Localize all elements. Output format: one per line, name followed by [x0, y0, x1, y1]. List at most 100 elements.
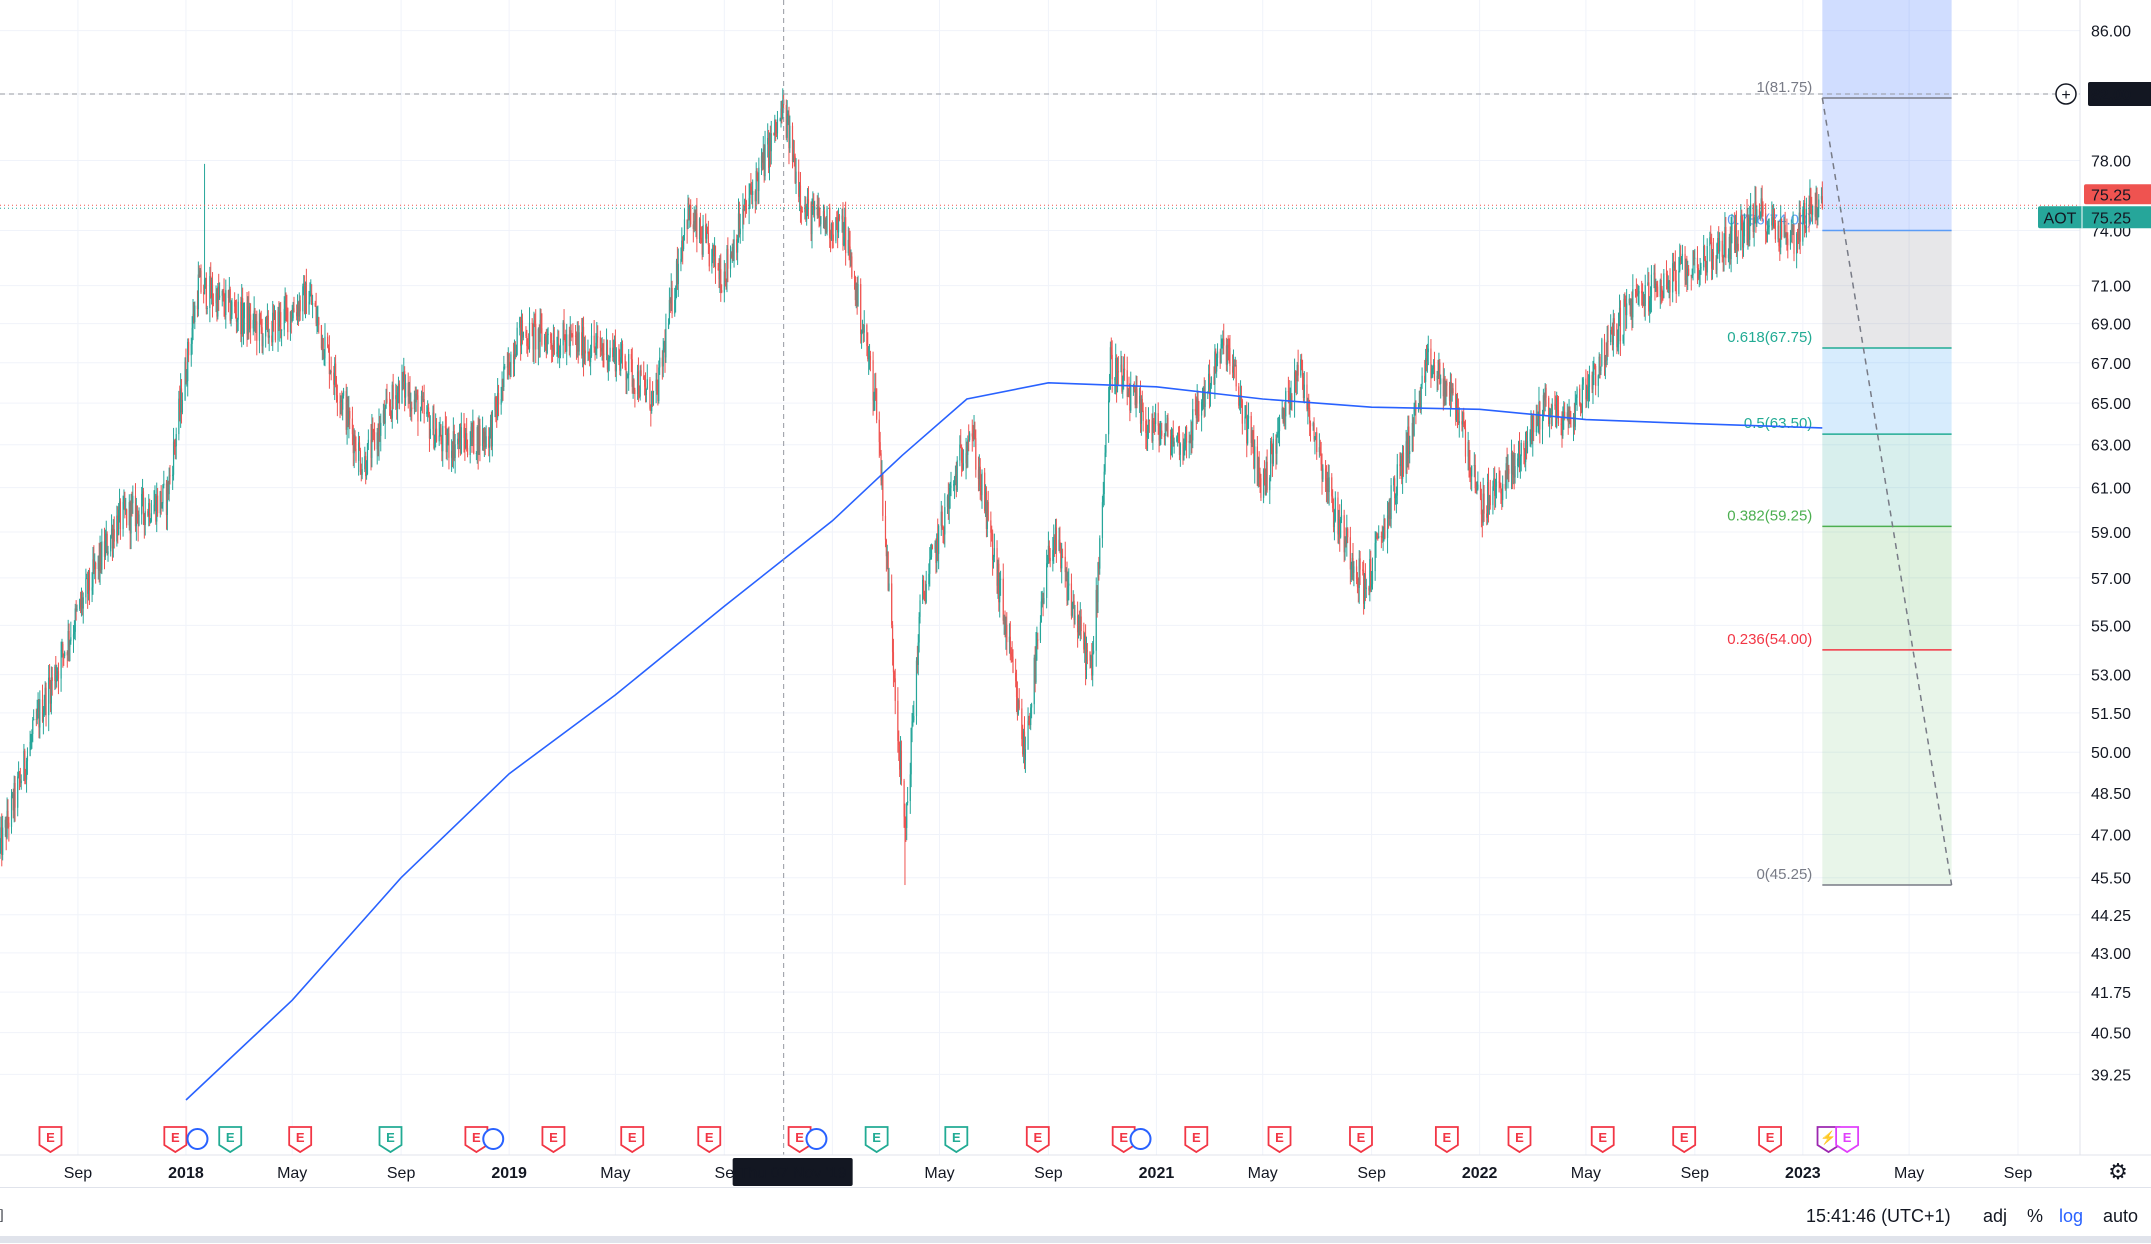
earnings-marker[interactable]: E	[218, 1126, 243, 1154]
percent-toggle[interactable]: %	[2027, 1206, 2044, 1226]
log-toggle[interactable]: log	[2059, 1206, 2084, 1226]
candle-body	[249, 314, 251, 330]
earnings-marker[interactable]: E	[541, 1126, 566, 1154]
candle-body	[335, 382, 338, 396]
earnings-marker[interactable]: E	[1025, 1126, 1050, 1154]
candle-body	[204, 278, 207, 280]
candle-body	[798, 171, 800, 197]
candle-body	[1495, 481, 1498, 487]
candle-body	[824, 220, 826, 228]
candle-body	[1536, 415, 1538, 426]
candle-body	[322, 338, 324, 359]
price-axis[interactable]: 86.0082.0078.0074.0071.0069.0067.0065.00…	[2079, 0, 2151, 1155]
earnings-marker[interactable]: E	[163, 1126, 188, 1154]
candle-body	[1638, 290, 1640, 294]
candle-body	[347, 399, 349, 425]
candle-body	[192, 313, 194, 328]
candle-body	[414, 399, 416, 403]
earnings-marker[interactable]: E	[288, 1126, 313, 1154]
candle-body	[559, 345, 562, 356]
adj-toggle[interactable]: adj	[1983, 1206, 2008, 1226]
candle-body	[448, 433, 450, 458]
candle-body	[868, 358, 870, 360]
earnings-marker[interactable]: E	[697, 1126, 722, 1154]
candle-body	[767, 137, 770, 168]
candle-body	[1729, 236, 1731, 260]
earnings-marker[interactable]: E	[1672, 1126, 1697, 1154]
add-alert-icon[interactable]	[2055, 83, 2077, 105]
candle-body	[1307, 399, 1309, 410]
candle-body	[910, 727, 912, 775]
candle-body	[496, 407, 498, 418]
earnings-marker[interactable]: E	[1507, 1126, 1532, 1154]
earnings-marker[interactable]: E	[944, 1126, 969, 1154]
candle-body	[538, 328, 540, 342]
candle-body	[13, 782, 15, 811]
candle-body	[998, 563, 1000, 603]
candle-body	[893, 672, 895, 679]
earnings-marker[interactable]: E	[378, 1126, 403, 1154]
gear-icon[interactable]: ⚙	[2108, 1159, 2128, 1184]
earnings-marker[interactable]: E	[464, 1126, 489, 1154]
earnings-marker[interactable]: E	[1184, 1126, 1209, 1154]
earnings-marker[interactable]: E	[38, 1126, 63, 1154]
dividend-marker[interactable]	[186, 1128, 209, 1150]
candle-body	[884, 515, 887, 540]
candle-body	[107, 551, 109, 555]
split-marker[interactable]: ⚡	[1816, 1126, 1841, 1154]
candle-body	[1346, 528, 1348, 544]
earnings-marker[interactable]: E	[1111, 1126, 1136, 1154]
earnings-marker[interactable]: E	[1267, 1126, 1292, 1154]
candle-body	[516, 327, 518, 355]
candle-body	[1761, 198, 1763, 206]
candle-body	[1172, 435, 1174, 447]
range-icon[interactable]: ⌷	[0, 1206, 5, 1227]
candle-body	[408, 390, 410, 397]
earnings-marker[interactable]: E	[1434, 1126, 1459, 1154]
event-markers[interactable]: E E E E E E E E E E E E E E E E E E E E E E ⚡ E	[38, 1126, 1860, 1154]
candle-body	[967, 439, 969, 455]
fibonacci-retracement[interactable]: 1(81.75)0.786(74.00)0.618(67.75)0.5(63.5…	[1727, 0, 1953, 886]
candle-body	[1425, 358, 1427, 383]
candle-body	[1704, 259, 1707, 269]
candle-body	[450, 450, 453, 458]
earnings-marker[interactable]: E	[1835, 1126, 1860, 1154]
candle-body	[91, 587, 93, 591]
time-axis[interactable]: Sep2018MaySep2019MaySe0MaySep2021MaySep2…	[0, 1154, 2151, 1187]
dividend-marker[interactable]	[1129, 1128, 1152, 1150]
candle-body	[134, 495, 137, 527]
candle-body	[1386, 515, 1389, 538]
auto-toggle[interactable]: auto	[2103, 1206, 2139, 1226]
fib-trend-line[interactable]	[1821, 97, 1953, 886]
candle-body	[1326, 478, 1328, 492]
candle-body	[1400, 456, 1402, 467]
candle-body	[987, 501, 989, 521]
earnings-marker[interactable]: E	[864, 1126, 889, 1154]
price-tick-label: 59.00	[2091, 525, 2131, 542]
candle-body	[35, 718, 37, 720]
earnings-marker[interactable]: E	[1590, 1126, 1615, 1154]
candle-body	[1146, 430, 1149, 438]
candle-body	[390, 410, 392, 419]
candle-body	[767, 137, 769, 145]
candle-body	[1394, 478, 1396, 499]
candle-body	[680, 258, 682, 264]
dividend-marker[interactable]	[482, 1128, 505, 1150]
clock-readout[interactable]: 15:41:46 (UTC+1)	[1806, 1206, 1951, 1226]
candle-body	[110, 528, 113, 536]
earnings-marker[interactable]: E	[1758, 1126, 1782, 1154]
candle-body	[830, 224, 833, 239]
candle-body	[1, 827, 3, 855]
candle-body	[185, 361, 187, 382]
earnings-marker[interactable]: E	[620, 1126, 645, 1154]
candle-body	[520, 320, 523, 346]
earnings-marker[interactable]: E	[1349, 1126, 1373, 1154]
fib-zone	[1822, 230, 1952, 348]
earnings-marker[interactable]: E	[787, 1126, 812, 1154]
dividend-marker[interactable]	[805, 1128, 828, 1150]
price-tick-label: 78.00	[2091, 154, 2131, 171]
candle-body	[1711, 242, 1713, 269]
candle-body	[1202, 387, 1204, 399]
candle-body	[142, 491, 145, 514]
